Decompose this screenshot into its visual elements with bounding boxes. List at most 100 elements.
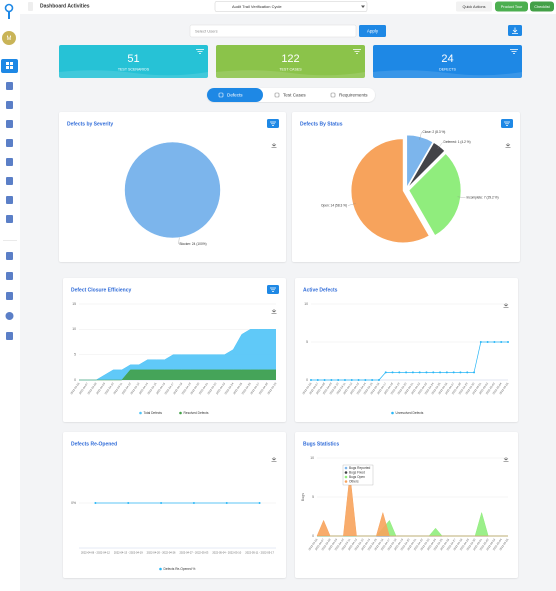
project-name: Audit Trail Verification Cycle <box>232 4 282 9</box>
x-tick-label: 2022-04-11 <box>112 381 123 395</box>
point <box>94 502 97 504</box>
legend-swatch <box>159 567 162 571</box>
legend-box <box>342 464 374 486</box>
quick-actions[interactable] <box>456 1 492 12</box>
chart-download[interactable] <box>505 143 511 148</box>
download-icon <box>512 27 518 34</box>
chart-card <box>295 432 518 578</box>
x-tick-label: 2022-04-08 <box>315 381 326 395</box>
chart-download[interactable] <box>271 309 277 314</box>
x-tick-label: 2022-04-16 <box>369 381 380 395</box>
stat-wave <box>59 70 208 78</box>
quick-actions-label: Quick Actions <box>462 5 485 9</box>
legend-label[interactable]: Total Defects <box>144 411 163 415</box>
legend-swatch <box>344 471 348 474</box>
tab-label[interactable]: Defects <box>227 93 243 98</box>
stat-label: DEFECTS <box>439 67 456 71</box>
x-tick-label: 2022-04-14 <box>356 381 367 395</box>
x-tick-label: 2022-04-10 <box>104 381 115 395</box>
x-tick-label: 2022-04-26 <box>437 381 448 395</box>
x-tick-label: 2022-04-11 <box>335 381 346 395</box>
x-tick-label: 2022-04-16 <box>373 537 384 551</box>
y-axis-label: Bugs <box>301 493 305 501</box>
point <box>445 371 448 374</box>
point <box>493 341 496 343</box>
tab-active[interactable] <box>207 88 263 102</box>
x-tick-label: 2022-04-19 <box>390 381 401 395</box>
project-select[interactable] <box>214 1 368 12</box>
chart-card <box>295 278 518 422</box>
x-tick-label: 2022-04-20 <box>399 537 410 551</box>
nav-active[interactable] <box>1 59 18 73</box>
chart-download[interactable] <box>271 143 277 148</box>
apply-button[interactable] <box>359 25 386 37</box>
x-tick-label: 2022-05-05 <box>498 537 509 551</box>
y-tick-label: 0 <box>306 378 308 382</box>
x-tick-label: 2022-04-18 <box>383 381 394 395</box>
legend-label[interactable]: Unresolved Defects <box>396 411 424 415</box>
chart-download[interactable] <box>271 457 277 462</box>
y-tick-label: 0 <box>312 534 314 538</box>
point <box>466 371 469 374</box>
x-tick-label: 2022-04-12 <box>342 381 353 395</box>
point <box>160 502 163 504</box>
legend-label[interactable]: Others <box>349 479 359 483</box>
product-tour-button[interactable] <box>495 1 528 12</box>
avatar[interactable] <box>2 31 16 45</box>
legend-label[interactable]: Bugs Fixed <box>349 470 365 474</box>
checklist-button[interactable] <box>530 1 554 12</box>
x-tick-label: 2022-05-05 <box>498 381 509 395</box>
legend-label[interactable]: Bugs Reported <box>349 466 370 470</box>
legend-swatch <box>344 466 348 470</box>
x-tick-label: 2022-04-30 <box>464 381 475 395</box>
chart-download[interactable] <box>503 457 509 462</box>
x-tick-label: 2022-05-03 <box>485 537 496 551</box>
tab-label[interactable]: Test Cases <box>283 93 306 98</box>
x-tick-label: 2022-04-29 <box>459 537 470 551</box>
pie-label-connector <box>178 237 180 245</box>
pie-label-connector <box>437 142 443 149</box>
point <box>391 371 394 374</box>
x-tick-label: 2022-04-17 <box>380 537 391 551</box>
x-tick-label: 2022-04-24 <box>424 381 435 395</box>
tab-icon <box>274 92 280 98</box>
point <box>258 502 261 504</box>
menu-button[interactable] <box>28 2 33 11</box>
tab-label[interactable]: Requirements <box>339 93 368 98</box>
pie-label: Open: 14 (58.3 %) <box>321 203 347 207</box>
stat-wave <box>216 70 365 78</box>
chart-filter-icon <box>270 287 276 292</box>
x-tick-label: 2022-04-25 <box>432 537 443 551</box>
area-fill <box>79 369 276 380</box>
x-tick-label: 2022-04-19 <box>393 537 404 551</box>
x-tick-label: 2022-05-04 - 2022-05-10 <box>212 551 241 555</box>
user-select[interactable] <box>189 24 357 38</box>
chart-card <box>292 112 520 262</box>
x-tick-label: 2022-04-08 <box>320 537 331 551</box>
nav-icons[interactable] <box>3 82 17 340</box>
y-tick-label: 10 <box>310 456 314 460</box>
chart-title: Defects By Status <box>300 121 343 127</box>
point <box>310 379 312 381</box>
stat-filter-icon <box>510 49 518 54</box>
chart-download[interactable] <box>503 303 509 308</box>
chart-card <box>63 278 286 422</box>
x-tick-label: 2022-05-01 <box>471 381 482 395</box>
x-tick-label: 2022-04-29 <box>457 381 468 395</box>
x-tick-label: 2022-04-09 <box>322 381 333 395</box>
checklist-label: Checklist <box>534 5 550 9</box>
x-tick-label: 2022-04-28 <box>258 381 269 395</box>
point <box>473 371 476 374</box>
point <box>425 371 428 374</box>
stat-card <box>216 45 365 78</box>
legend-label[interactable]: Bugs Open <box>349 475 365 479</box>
chart-title: Defects Re-Opened <box>71 441 117 447</box>
point <box>411 371 414 374</box>
legend-label[interactable]: Defects Re-Opened % <box>164 567 196 571</box>
x-tick-label: 2022-04-13 <box>353 537 364 551</box>
x-tick-label: 2022-04-10 <box>334 537 345 551</box>
x-tick-label: 2022-04-28 <box>451 381 462 395</box>
legend-label[interactable]: Resolved Defects <box>184 411 209 415</box>
y-tick-label: 5 <box>306 340 308 344</box>
